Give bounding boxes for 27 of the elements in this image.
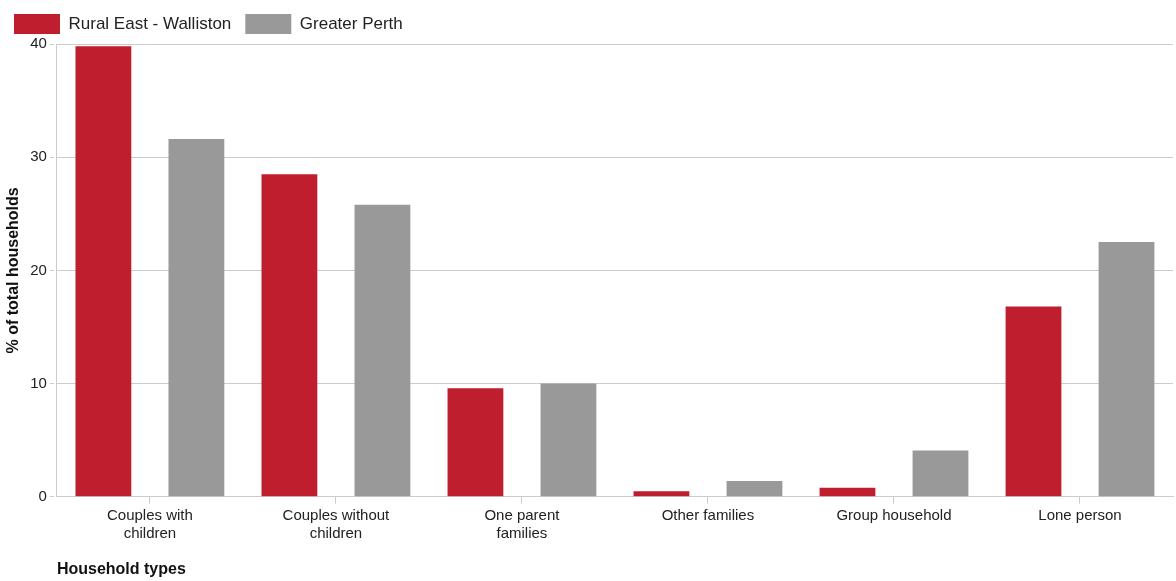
- legend-label: Greater Perth: [299, 13, 403, 33]
- bar: [75, 46, 132, 497]
- y-tick-label: 20: [30, 260, 47, 278]
- bar: [633, 491, 690, 497]
- y-tick-label: 10: [30, 373, 47, 391]
- bar: [819, 487, 876, 497]
- y-tick-label: 30: [30, 147, 47, 165]
- x-tick-label: Couples with children: [106, 505, 193, 541]
- x-tick-label: Group household: [836, 505, 952, 523]
- legend-label: Rural East - Walliston: [68, 13, 232, 33]
- x-tick-label: Couples without children: [282, 505, 391, 541]
- bar: [168, 139, 225, 497]
- y-tick-label: 0: [38, 486, 47, 504]
- x-axis-title: Household types: [56, 559, 186, 577]
- bar: [912, 450, 969, 497]
- x-tick-label: Other families: [661, 505, 755, 523]
- bar: [261, 174, 318, 497]
- bar: [726, 480, 783, 497]
- x-tick-label: One parent families: [484, 505, 561, 541]
- y-tick-label: 40: [30, 34, 47, 52]
- y-axis-title: % of total households: [4, 187, 22, 354]
- bar: [354, 204, 411, 497]
- bar: [1005, 306, 1062, 497]
- bar: [540, 383, 597, 497]
- x-tick-label: Lone person: [1038, 505, 1122, 523]
- bar: [1098, 242, 1155, 497]
- bar: [447, 388, 504, 497]
